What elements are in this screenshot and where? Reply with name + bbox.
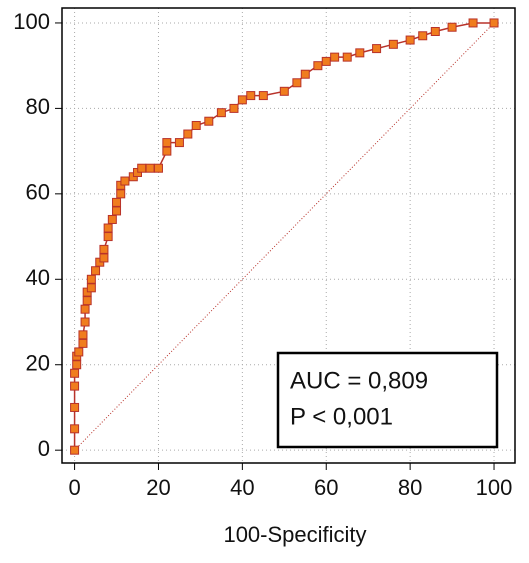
roc-point (103, 232, 113, 242)
roc-point (162, 138, 172, 148)
roc-point (74, 347, 84, 357)
roc-point (72, 360, 82, 370)
roc-point (112, 197, 122, 207)
roc-point (91, 266, 101, 276)
roc-point (99, 253, 109, 263)
roc-point (372, 44, 382, 54)
roc-point (78, 338, 88, 348)
annotation: AUC = 0,809 (290, 367, 428, 394)
roc-point (82, 296, 92, 306)
roc-point (120, 176, 130, 186)
y-tick-label: 20 (26, 351, 50, 376)
y-tick-label: 40 (26, 265, 50, 290)
roc-point (237, 95, 247, 105)
x-tick-label: 60 (314, 475, 338, 500)
x-tick-label: 20 (146, 475, 170, 500)
roc-point (70, 368, 80, 378)
roc-point (258, 91, 268, 101)
annotation-box (276, 351, 499, 449)
roc-point (418, 31, 428, 41)
reference-line (74, 22, 495, 451)
roc-point (342, 52, 352, 62)
annotation: P < 0,001 (290, 403, 393, 430)
plot-frame (61, 7, 516, 464)
roc-point (116, 189, 126, 199)
roc-point (468, 18, 478, 28)
roc-point (80, 304, 90, 314)
roc-point (137, 163, 147, 173)
y-tick-label: 0 (38, 436, 50, 461)
roc-point (70, 445, 80, 455)
roc-point (229, 103, 239, 113)
y-tick-label: 80 (26, 94, 50, 119)
roc-point (246, 91, 256, 101)
roc-point (313, 61, 323, 71)
y-tick-label: 60 (26, 180, 50, 205)
roc-point (86, 283, 96, 293)
x-tick-label: 0 (68, 475, 80, 500)
roc-point (153, 163, 163, 173)
roc-point (447, 22, 457, 32)
roc-point (216, 108, 226, 118)
roc-point (174, 138, 184, 148)
roc-point (162, 146, 172, 156)
roc-point (107, 214, 117, 224)
roc-point (191, 120, 201, 130)
x-tick-label: 80 (398, 475, 422, 500)
roc-point (300, 69, 310, 79)
x-tick-label: 100 (476, 475, 513, 500)
roc-point (80, 317, 90, 327)
roc-point (321, 56, 331, 66)
roc-point (292, 78, 302, 88)
roc-point (388, 39, 398, 49)
x-tick-label: 40 (230, 475, 254, 500)
roc-point (70, 402, 80, 412)
roc-point (112, 206, 122, 216)
roc-point (204, 116, 214, 126)
y-tick-label: 100 (13, 9, 50, 34)
roc-point (145, 163, 155, 173)
roc-point (99, 244, 109, 254)
roc-point (405, 35, 415, 45)
roc-point (355, 48, 365, 58)
x-axis-label: 100-Specificity (223, 522, 366, 547)
roc-point (183, 129, 193, 139)
roc-point (330, 52, 340, 62)
roc-point (78, 330, 88, 340)
roc-point (103, 223, 113, 233)
roc-point (86, 274, 96, 284)
roc-point (70, 381, 80, 391)
roc-point (70, 424, 80, 434)
roc-point (279, 86, 289, 96)
roc-point (489, 18, 499, 28)
roc-point (430, 26, 440, 36)
